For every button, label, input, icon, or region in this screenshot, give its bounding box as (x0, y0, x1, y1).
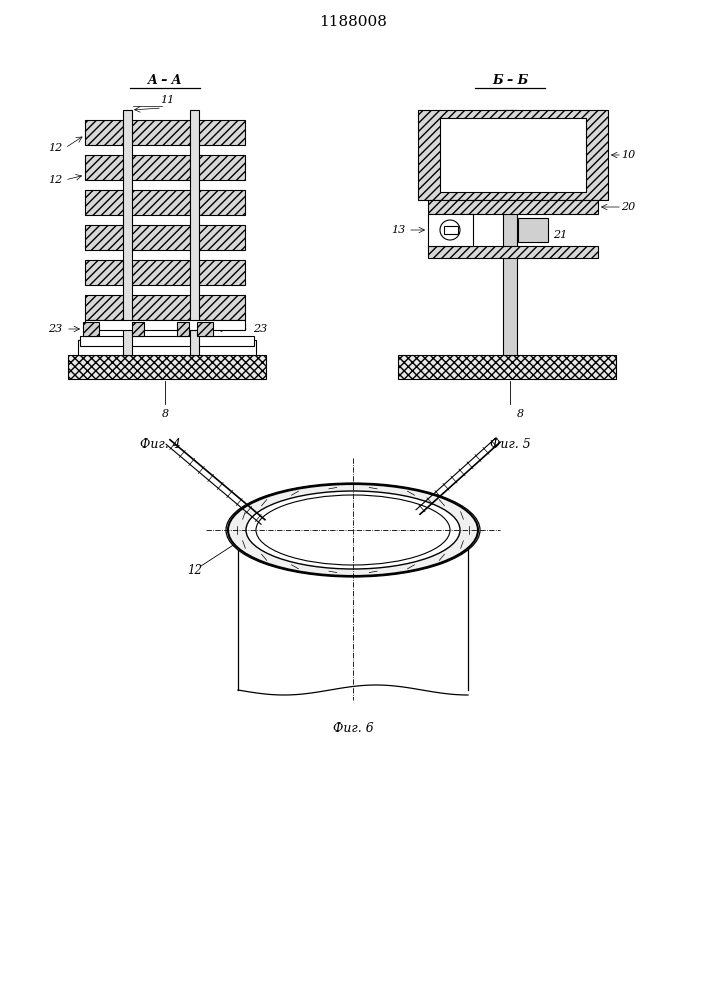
Bar (85, 260, 123, 285)
Bar (131, 155, 190, 180)
Bar (428, 246, 598, 258)
Text: 10: 10 (621, 150, 635, 160)
Bar (198, 120, 245, 145)
Bar (131, 120, 190, 145)
Ellipse shape (256, 495, 450, 565)
Bar (428, 200, 598, 214)
Bar (68, 355, 266, 379)
Bar (123, 110, 132, 355)
Bar (198, 260, 245, 285)
Text: Фиг. 4: Фиг. 4 (139, 438, 180, 450)
Text: 8: 8 (161, 409, 168, 419)
Bar (198, 155, 245, 180)
Bar (197, 322, 213, 336)
Bar (85, 295, 123, 320)
Bar (428, 214, 473, 246)
Ellipse shape (226, 483, 480, 577)
Bar (177, 322, 189, 336)
Bar (198, 225, 245, 250)
Bar (398, 355, 616, 379)
Bar (78, 340, 256, 355)
Bar (131, 260, 190, 285)
Bar (85, 320, 245, 330)
Bar (131, 190, 190, 215)
Bar (198, 190, 245, 215)
Text: 21: 21 (553, 230, 567, 240)
Text: 23: 23 (253, 324, 267, 334)
Bar (85, 120, 123, 145)
Bar (83, 322, 99, 336)
Bar (440, 118, 586, 192)
Text: Фиг. 5: Фиг. 5 (490, 438, 530, 450)
Bar (131, 295, 190, 320)
Bar (85, 155, 123, 180)
Text: 12: 12 (187, 564, 202, 576)
Text: 13: 13 (391, 225, 405, 235)
Bar (503, 110, 517, 355)
Bar (518, 218, 548, 242)
Text: Б – Б: Б – Б (492, 74, 528, 87)
Text: Фиг. 6: Фиг. 6 (332, 722, 373, 734)
Text: 23: 23 (48, 324, 62, 334)
Bar (85, 190, 123, 215)
Text: A – A: A – A (148, 74, 182, 87)
Text: 12: 12 (48, 175, 62, 185)
Bar (132, 322, 144, 336)
Text: 8: 8 (516, 409, 524, 419)
Bar (80, 336, 254, 346)
Bar (418, 110, 608, 200)
Bar (444, 226, 458, 234)
Text: 20: 20 (621, 202, 635, 212)
Text: 12: 12 (48, 143, 62, 153)
Text: 1188008: 1188008 (319, 15, 387, 29)
Bar (198, 295, 245, 320)
Bar (190, 110, 199, 355)
Bar (85, 225, 123, 250)
Text: 11: 11 (160, 95, 174, 105)
Circle shape (440, 220, 460, 240)
Bar (131, 225, 190, 250)
Ellipse shape (246, 491, 460, 569)
